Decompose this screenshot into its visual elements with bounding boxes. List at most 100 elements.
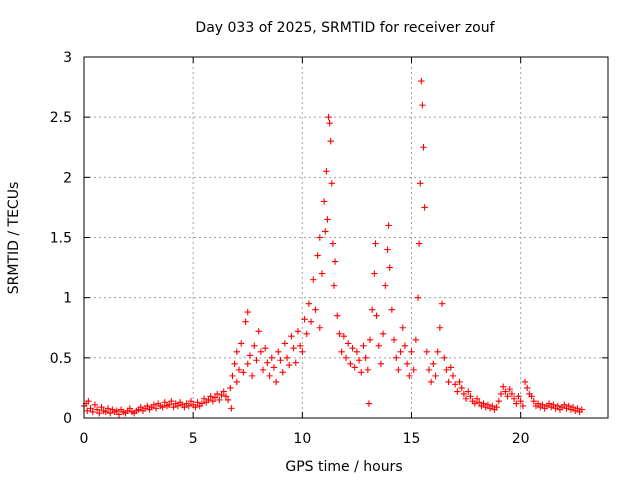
data-point xyxy=(524,384,531,392)
data-point xyxy=(194,399,201,406)
data-point xyxy=(351,364,358,371)
y-tick-label: 3 xyxy=(63,50,72,66)
data-point xyxy=(272,378,280,386)
data-point xyxy=(91,401,99,408)
data-point xyxy=(386,264,393,271)
data-point xyxy=(275,348,282,356)
data-point xyxy=(327,138,334,145)
data-point xyxy=(277,357,284,364)
data-point xyxy=(244,308,251,316)
data-point xyxy=(410,366,417,374)
data-point xyxy=(159,403,166,411)
data-point xyxy=(126,405,134,412)
data-point xyxy=(420,144,427,151)
data-point xyxy=(456,378,463,386)
data-point xyxy=(224,396,232,404)
data-point xyxy=(578,406,585,413)
data-point xyxy=(506,385,513,393)
data-point xyxy=(264,359,271,366)
data-point xyxy=(283,354,291,362)
data-point xyxy=(336,330,343,337)
data-point xyxy=(299,348,306,356)
data-point xyxy=(305,300,313,307)
data-point xyxy=(286,361,293,369)
data-point xyxy=(366,336,374,343)
data-point xyxy=(185,402,192,410)
data-point xyxy=(467,393,474,400)
data-point xyxy=(209,397,217,405)
data-point xyxy=(517,397,524,405)
data-point xyxy=(150,401,158,408)
data-point xyxy=(371,270,378,277)
data-point xyxy=(244,360,251,368)
data-point xyxy=(165,401,173,408)
data-point xyxy=(443,366,450,374)
data-point xyxy=(187,397,195,405)
data-point xyxy=(403,360,411,368)
data-point xyxy=(373,312,380,319)
x-tick-label: 15 xyxy=(403,431,421,447)
data-point xyxy=(168,397,175,405)
data-point xyxy=(473,395,481,402)
data-point xyxy=(323,168,330,175)
data-point xyxy=(355,357,363,364)
data-point xyxy=(419,101,426,109)
data-point xyxy=(113,407,120,414)
data-point xyxy=(430,360,437,368)
data-point xyxy=(528,393,535,400)
data-point xyxy=(441,354,448,362)
data-point xyxy=(432,372,439,380)
data-point xyxy=(231,360,238,368)
data-point xyxy=(303,330,310,337)
data-point xyxy=(379,330,387,337)
data-point xyxy=(281,340,289,347)
y-tick-label: 0.5 xyxy=(50,351,72,367)
data-point xyxy=(372,240,379,247)
data-point xyxy=(170,403,177,411)
data-point xyxy=(471,400,479,407)
data-point xyxy=(530,397,537,405)
data-point xyxy=(227,384,234,392)
data-point xyxy=(495,397,503,405)
data-point xyxy=(279,369,286,376)
data-point xyxy=(270,364,278,371)
data-point xyxy=(96,409,103,417)
data-point xyxy=(218,391,225,399)
data-point xyxy=(545,400,553,407)
data-point xyxy=(262,345,269,352)
data-point xyxy=(513,400,520,407)
data-point xyxy=(521,378,529,386)
data-point xyxy=(406,372,413,380)
y-axis-label: SRMTID / TECUs xyxy=(6,182,22,295)
data-point xyxy=(438,300,446,307)
data-point xyxy=(451,381,459,388)
x-tick-label: 0 xyxy=(80,431,89,447)
y-tick-label: 1 xyxy=(63,291,72,307)
data-point xyxy=(161,399,168,406)
data-point xyxy=(104,405,112,412)
data-point xyxy=(314,252,321,259)
data-point xyxy=(399,324,406,331)
axes: 0 5 10 15 20 0 0.5 1 1.5 2 2.5 3 xyxy=(50,50,609,447)
data-point xyxy=(85,397,92,405)
data-point xyxy=(316,324,323,331)
data-point xyxy=(229,372,236,380)
data-point xyxy=(390,336,398,343)
data-point xyxy=(328,180,336,187)
y-tick-label: 1.5 xyxy=(50,231,72,247)
data-point xyxy=(93,406,101,413)
data-point xyxy=(268,354,275,362)
data-point xyxy=(259,366,267,374)
data-point xyxy=(296,342,304,349)
data-point xyxy=(290,345,297,352)
data-point xyxy=(144,402,151,410)
data-point xyxy=(384,246,391,253)
data-point xyxy=(255,328,262,335)
data-point xyxy=(395,366,402,374)
data-point xyxy=(397,348,404,356)
data-point xyxy=(565,402,572,410)
data-point xyxy=(334,312,341,319)
x-tick-label: 5 xyxy=(189,431,198,447)
data-point xyxy=(515,393,522,400)
